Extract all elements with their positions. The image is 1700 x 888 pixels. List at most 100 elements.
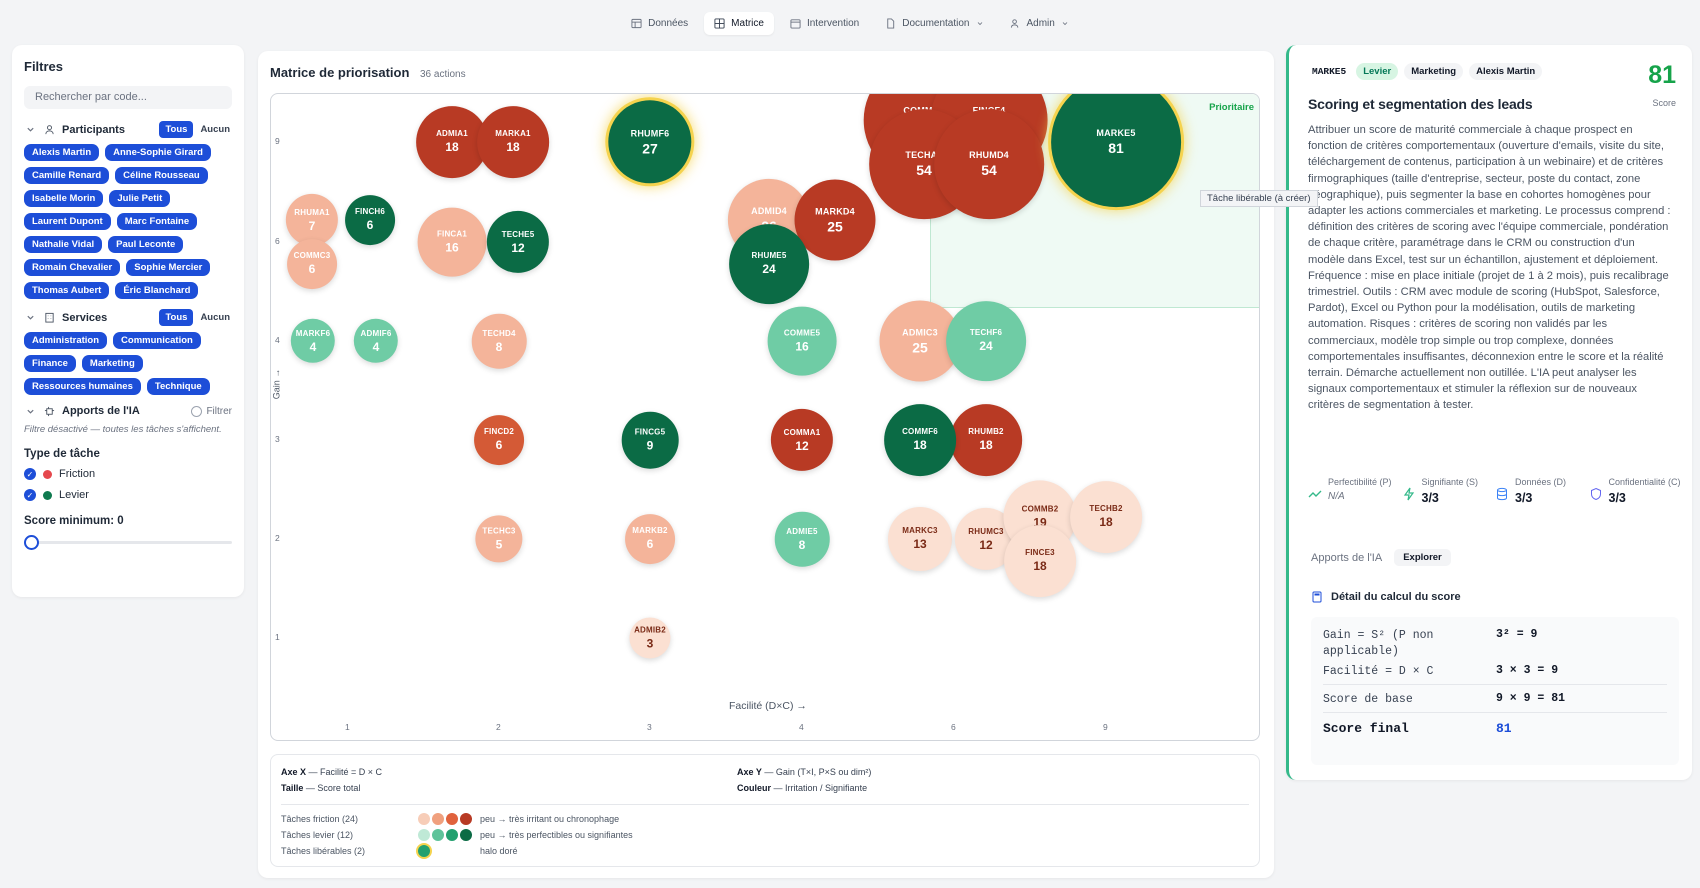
participant-chip[interactable]: Nathalie Vidal [24,236,103,253]
participant-chip[interactable]: Anne-Sophie Girard [105,144,211,161]
score-min-label: Score minimum: 0 [24,515,124,527]
bubble-fince3[interactable]: FINCE3 18 [1004,525,1076,597]
bubble-finch6[interactable]: FINCH6 6 [345,195,395,245]
y-tick: 9 [275,136,280,146]
participant-chip[interactable]: Julie Petit [109,190,171,207]
participant-chip[interactable]: Camille Renard [24,167,110,184]
bubble-commf6[interactable]: COMMF6 18 [884,404,956,476]
matrix-panel: Matrice de priorisation 36 actions Prior… [258,51,1274,878]
search-input[interactable]: Rechercher par code... [24,86,232,109]
bubble-markc3[interactable]: MARKC3 13 [888,507,952,571]
bubble-rhume5[interactable]: RHUME5 24 [729,224,809,304]
service-chip[interactable]: Finance [24,355,76,372]
service-chip[interactable]: Communication [113,332,201,349]
bubble-marka1[interactable]: MARKA1 18 [477,106,549,178]
services-all-button[interactable]: Tous [159,309,194,326]
bubble-markd4[interactable]: MARKD4 25 [794,179,876,261]
bubble-fincg5[interactable]: FINCG5 9 [621,411,679,469]
participant-chip[interactable]: Alexis Martin [24,144,100,161]
bubble-fincd2[interactable]: FINCD2 6 [474,415,524,465]
bubble-teche5[interactable]: TECHE5 12 [486,210,550,274]
services-none-button[interactable]: Aucun [200,312,230,323]
chevron-down-icon [27,409,34,414]
legend-y: Axe Y — Gain (T×I, P×S ou dim²) [737,767,871,777]
legend-color: Couleur — Irritation / Signifiante [737,783,871,793]
bubble-code: TECHB2 [1089,504,1123,514]
bubble-admif6[interactable]: ADMIF6 4 [353,318,399,364]
participant-chip[interactable]: Sophie Mercier [126,259,211,276]
score-min-slider[interactable] [24,535,232,550]
explorer-button[interactable]: Explorer [1394,549,1451,566]
ia-header[interactable]: Apports de l'IA Filtrer [24,405,232,417]
nav-intervention[interactable]: Intervention [780,12,869,35]
bubble-score: 16 [795,339,809,354]
service-chip[interactable]: Administration [24,332,108,349]
slider-knob[interactable] [24,535,39,550]
participant-chip[interactable]: Marc Fontaine [116,213,198,230]
bubble-techf6[interactable]: TECHF6 24 [946,301,1026,381]
service-chip[interactable]: Ressources humaines [24,378,141,395]
participants-all-button[interactable]: Tous [159,121,194,138]
bubble-comme5[interactable]: COMME5 16 [767,306,837,376]
bubble-comma1[interactable]: COMMA1 12 [770,408,834,472]
table-icon [631,18,642,28]
bubble-code: FINCA1 [436,229,468,239]
participants-header[interactable]: Participants Tous Aucun [24,121,232,138]
service-chip[interactable]: Technique [146,378,210,395]
participant-chip[interactable]: Paul Leconte [108,236,184,253]
bubble-markf6[interactable]: MARKF6 4 [290,318,336,364]
nav-matrice[interactable]: Matrice [704,11,774,35]
participant-chip[interactable]: Céline Rousseau [115,167,208,184]
bubble-code: FINCH6 [354,207,386,217]
legend-x-desc: — Facilité = D × C [308,767,383,777]
bubble-admia1[interactable]: ADMIA1 18 [416,106,488,178]
nav-admin[interactable]: Admin [1000,12,1079,35]
bubble-commc3[interactable]: COMMC3 6 [287,239,337,289]
participant-chip[interactable]: Romain Chevalier [24,259,121,276]
service-chip[interactable]: Marketing [81,355,143,372]
detail-score: 81 [1648,61,1676,89]
calc-row-facilite: Facilité = D × C 3 × 3 = 9 [1323,664,1667,680]
chevron-down-icon [1062,21,1068,25]
shield-icon [1590,487,1601,501]
nav-donnees[interactable]: Données [621,12,698,35]
bubble-code: ADMIC3 [902,327,938,337]
bubble-marke5[interactable]: MARKE5 81 [1051,94,1181,207]
type-levier-checkbox[interactable]: ✓ Levier [24,489,232,501]
bubble-rhuma1[interactable]: RHUMA1 7 [285,193,339,247]
bubble-markb2[interactable]: MARKB2 6 [625,514,675,564]
bubble-rhumf6[interactable]: RHUMF6 27 [608,100,692,184]
participants-none-button[interactable]: Aucun [200,124,230,135]
bubble-score: 8 [798,537,806,552]
nav-documentation[interactable]: Documentation [875,12,993,35]
bubble-admib2[interactable]: ADMIB2 3 [629,617,671,659]
liberable-swatch [418,845,480,857]
participant-chip[interactable]: Laurent Dupont [24,213,111,230]
participant-chip[interactable]: Isabelle Morin [24,190,104,207]
ia-filter-toggle[interactable]: Filtrer [191,405,232,417]
building-icon [45,312,54,323]
chevron-down-icon [27,127,34,132]
legend-levier-desc: peu → très perfectibles ou signifiantes [480,830,633,840]
type-friction-checkbox[interactable]: ✓ Friction [24,468,232,480]
calc-value: 3² = 9 [1496,628,1538,641]
bubble-score: 4 [309,339,317,354]
bubble-rhumb2[interactable]: RHUMB2 18 [950,404,1022,476]
bubble-techc3[interactable]: TECHC3 5 [475,515,523,563]
legend-color-desc: — Irritation / Signifiante [773,783,868,793]
detail-metrics: Perfectibilité (P) N/A Signifiante (S) 3/3… [1308,477,1682,505]
detail-panel: MARKE5 Levier Marketing Alexis Martin 81… [1286,45,1692,780]
bubble-techd4[interactable]: TECHD4 8 [471,313,527,369]
bubble-score: 24 [979,339,993,354]
check-icon: ✓ [24,489,36,501]
participant-chip[interactable]: Éric Blanchard [115,282,199,299]
bubble-rhumd4[interactable]: RHUMD4 54 [934,109,1044,219]
participant-chip[interactable]: Thomas Aubert [24,282,110,299]
legend-levier-label: Tâches levier (12) [281,830,354,840]
bubble-techb2[interactable]: TECHB2 18 [1070,481,1142,553]
ia-filter-label: Filtrer [206,405,232,417]
services-header[interactable]: Services Tous Aucun [24,309,232,326]
bubble-finca1[interactable]: FINCA1 16 [417,207,487,277]
bubble-admie5[interactable]: ADMIE5 8 [774,511,830,567]
bubble-score: 81 [1108,139,1124,156]
